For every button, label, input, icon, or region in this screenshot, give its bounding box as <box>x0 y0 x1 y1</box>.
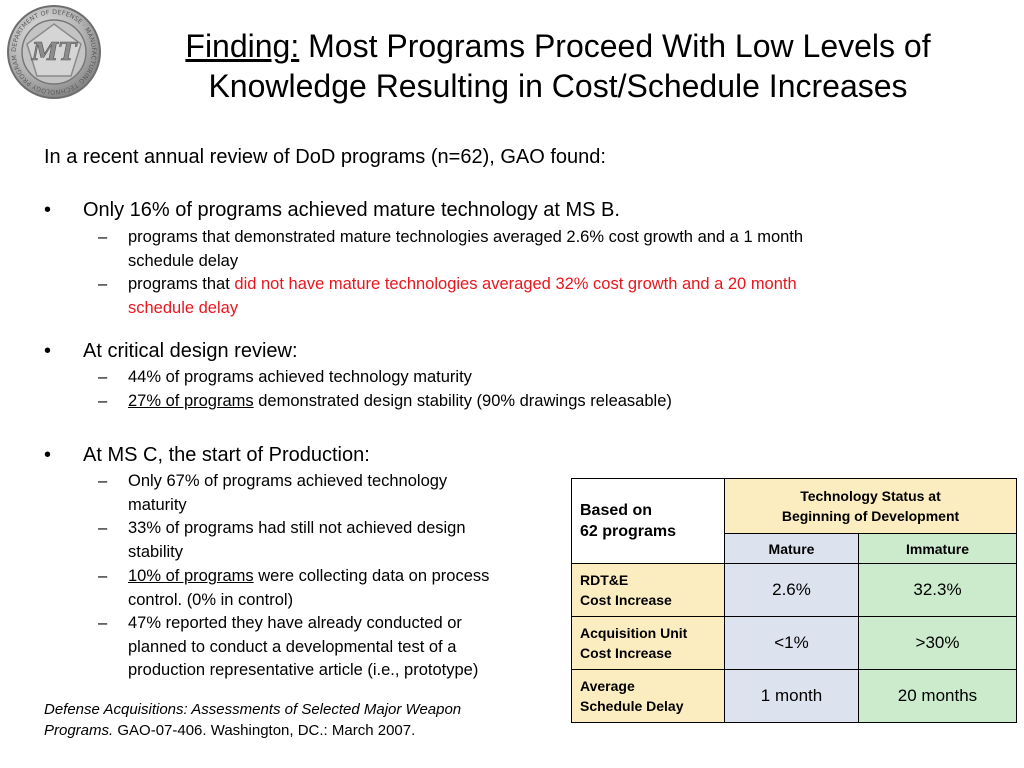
dash-glyph: – <box>98 368 108 386</box>
column-header-immature: Immature <box>858 533 1017 564</box>
table-corner-cell: Based on 62 programs <box>571 478 725 564</box>
title-line2: Knowledge Resulting in Cost/Schedule Inc… <box>208 68 908 104</box>
sub-prefix: programs that <box>128 275 235 293</box>
title-line1-rest: Most Programs Proceed With Low Levels of <box>299 28 931 64</box>
dash-glyph: – <box>98 519 108 537</box>
sub-line: production representative article (i.e.,… <box>128 661 479 679</box>
citation: Defense Acquisitions: Assessments of Sel… <box>44 699 564 741</box>
dash-glyph: – <box>98 472 108 490</box>
bullet-text: Only 16% of programs achieved mature tec… <box>83 199 620 221</box>
table-corner-line: 62 programs <box>580 523 677 540</box>
row-label: RDT&E Cost Increase <box>571 563 725 617</box>
sub-red-emphasis: did not have mature technologies average… <box>234 275 797 293</box>
table-group-header-line: Technology Status at <box>800 488 941 504</box>
row-label: Acquisition Unit Cost Increase <box>571 616 725 670</box>
sub-rest: demonstrated design stability (90% drawi… <box>253 392 672 410</box>
row-label-line: Schedule Delay <box>580 698 684 714</box>
sub-red-emphasis: schedule delay <box>128 298 239 317</box>
sub-line: maturity <box>128 495 187 514</box>
cell-immature: >30% <box>858 616 1017 670</box>
cell-mature: 2.6% <box>724 563 859 617</box>
dash-glyph: – <box>98 392 108 410</box>
knowledge-outcomes-table: Based on 62 programs Technology Status a… <box>571 478 1017 723</box>
table-group-header: Technology Status at Beginning of Develo… <box>724 478 1017 534</box>
sub-line: schedule delay <box>128 251 239 270</box>
intro-text: In a recent annual review of DoD program… <box>44 146 606 168</box>
svg-text:MT: MT <box>31 37 79 66</box>
cell-mature: <1% <box>724 616 859 670</box>
dod-mantech-seal-logo: DEPARTMENT OF DEFENSE · MANUFACTURING TE… <box>7 5 101 99</box>
table-corner-line: Based on <box>580 502 653 519</box>
sub-line: control. (0% in control) <box>128 590 294 609</box>
dash-glyph: – <box>98 275 108 293</box>
sub-line: 33% of programs had still not achieved d… <box>128 519 466 537</box>
sub-line: programs that demonstrated mature techno… <box>128 228 804 246</box>
row-label-line: Cost Increase <box>580 592 672 608</box>
sub-line: planned to conduct a developmental test … <box>128 637 457 656</box>
dash-glyph: – <box>98 228 108 246</box>
bullet-text: At critical design review: <box>83 340 298 362</box>
table-row: Acquisition Unit Cost Increase <1% >30% <box>571 616 1017 670</box>
citation-italic: Programs. <box>44 722 114 739</box>
sub-line: Only 67% of programs achieved technology <box>128 472 448 490</box>
cell-immature: 32.3% <box>858 563 1017 617</box>
sub-rest: were collecting data on process <box>253 567 490 585</box>
sub-line: 44% of programs achieved technology matu… <box>128 368 472 386</box>
page-title: Finding: Most Programs Proceed With Low … <box>108 26 1008 106</box>
sub-underlined: 27% of programs <box>128 392 254 410</box>
bullet-text: At MS C, the start of Production: <box>83 444 370 466</box>
cell-mature: 1 month <box>724 669 859 723</box>
cell-immature: 20 months <box>858 669 1017 723</box>
citation-rest: GAO-07-406. Washington, DC.: March 2007. <box>113 722 416 739</box>
table-group-header-line: Beginning of Development <box>781 508 960 524</box>
row-label: Average Schedule Delay <box>571 669 725 723</box>
row-label-line: Average <box>580 678 635 694</box>
bullet-glyph: • <box>44 444 52 466</box>
table-row: RDT&E Cost Increase 2.6% 32.3% <box>571 563 1017 617</box>
row-label-line: RDT&E <box>580 572 629 588</box>
sub-line: 47% reported they have already conducted… <box>128 614 462 632</box>
citation-italic: Defense Acquisitions: Assessments of Sel… <box>44 701 462 718</box>
bullet-glyph: • <box>44 199 52 221</box>
dash-glyph: – <box>98 614 108 632</box>
bullet-glyph: • <box>44 340 52 362</box>
row-label-line: Acquisition Unit <box>580 625 688 641</box>
row-label-line: Cost Increase <box>580 645 672 661</box>
title-finding-label: Finding: <box>185 28 300 64</box>
sub-line: stability <box>128 542 184 561</box>
table-row: Average Schedule Delay 1 month 20 months <box>571 669 1017 723</box>
dash-glyph: – <box>98 567 108 585</box>
sub-underlined: 10% of programs <box>128 567 254 585</box>
column-header-mature: Mature <box>724 533 859 564</box>
